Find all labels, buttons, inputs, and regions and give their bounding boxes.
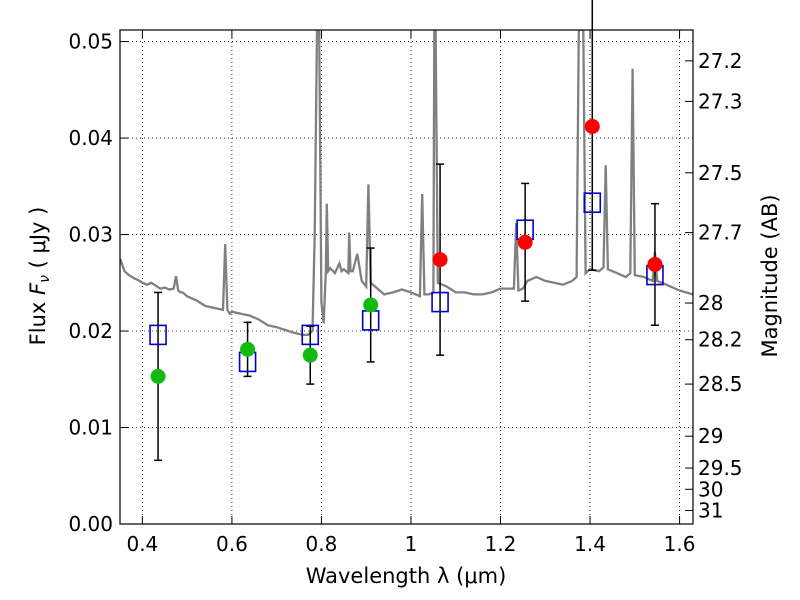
x-tick-label: 0.6 [216, 532, 248, 556]
mag-tick-label: 31 [698, 498, 723, 522]
x-tick-label: 1.4 [574, 532, 606, 556]
mag-tick-label: 28.5 [698, 372, 743, 396]
mag-tick-label: 27.7 [698, 221, 743, 245]
y-tick-label: 0.02 [68, 319, 113, 343]
green-point [363, 297, 379, 313]
mag-tick-label: 27.5 [698, 161, 743, 185]
y-tick-label: 0.04 [68, 126, 113, 150]
grid [120, 30, 693, 524]
mag-tick-label: 29 [698, 424, 723, 448]
model-box [301, 324, 320, 346]
mag-tick-label: 27.3 [698, 89, 743, 113]
y-tick-label: 0.00 [68, 512, 113, 536]
y2-axis-label: Magnitude (AB) [758, 194, 782, 357]
axis-ticks [120, 30, 693, 525]
model-boxes [149, 192, 664, 373]
x-tick-label: 1 [405, 532, 418, 556]
x-tick-label: 1.2 [485, 532, 517, 556]
y-tick-label: 0.01 [68, 416, 113, 440]
mag-tick-label: 30 [698, 477, 723, 501]
plot-frame [119, 29, 694, 525]
x-axis-label: Wavelength λ (μm) [306, 564, 507, 588]
mag-tick-label: 28 [698, 291, 723, 315]
x-tick-label: 0.8 [306, 532, 338, 556]
red-point [432, 252, 448, 268]
y-tick-label: 0.03 [68, 223, 113, 247]
mag-tick-label: 29.5 [698, 456, 743, 480]
model-box [431, 291, 449, 313]
y-axis-label: Flux Fν ( μJy ) [26, 207, 53, 346]
axis-labels: 0.4 0.6 0.8 1 1.2 1.4 1.6 0.00 0.01 0.02 0.03 0.04 0… [68, 30, 742, 556]
observed-points [150, 118, 663, 384]
red-point [517, 234, 533, 250]
model-spectrum [120, 30, 693, 337]
green-point [150, 368, 166, 384]
mag-tick-label: 27.2 [698, 49, 743, 73]
spectrum-line [120, 30, 693, 337]
mag-tick-label: 28.2 [698, 328, 743, 352]
model-box [583, 192, 602, 214]
x-tick-label: 1.6 [664, 532, 696, 556]
y-tick-label: 0.05 [68, 30, 113, 54]
y-axis-label-text: Flux Fν ( μJy ) [26, 207, 53, 346]
x-tick-label: 0.4 [126, 532, 158, 556]
red-point [584, 118, 600, 134]
red-point [647, 256, 663, 272]
model-box [149, 324, 167, 346]
green-point [302, 347, 318, 363]
green-point [240, 341, 256, 357]
